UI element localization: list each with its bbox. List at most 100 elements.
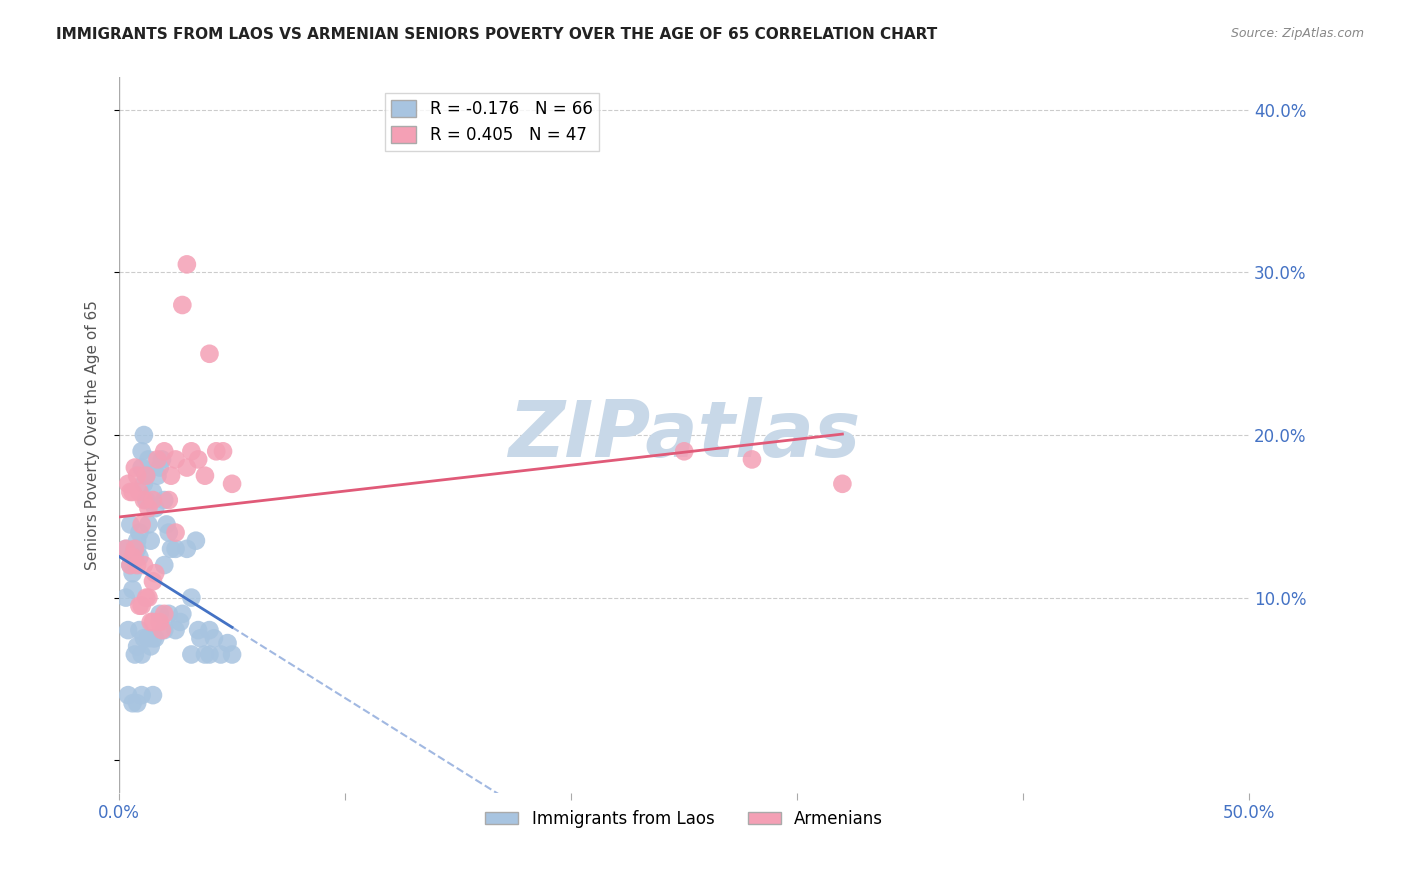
Point [142, 688, 165, 702]
Point [127, 558, 149, 573]
Point [132, 632, 155, 646]
Point [124, 541, 146, 556]
Point [198, 623, 221, 637]
Point [124, 549, 146, 564]
Point [132, 558, 155, 573]
Point [176, 460, 198, 475]
Point [202, 632, 225, 646]
Point [120, 485, 142, 500]
Point [153, 623, 176, 637]
Point [138, 632, 160, 646]
Point [172, 607, 194, 621]
Point [139, 640, 162, 654]
Point [205, 444, 228, 458]
Point [127, 533, 149, 548]
Point [142, 485, 165, 500]
Point [132, 476, 155, 491]
Point [121, 566, 143, 581]
Point [184, 533, 207, 548]
Point [198, 648, 221, 662]
Point [142, 632, 165, 646]
Point [165, 541, 187, 556]
Point [131, 599, 153, 613]
Point [139, 533, 162, 548]
Point [128, 485, 150, 500]
Point [194, 648, 217, 662]
Point [131, 460, 153, 475]
Point [124, 648, 146, 662]
Point [121, 582, 143, 597]
Point [121, 549, 143, 564]
Point [146, 452, 169, 467]
Point [138, 517, 160, 532]
Point [157, 607, 180, 621]
Point [135, 493, 157, 508]
Point [153, 444, 176, 458]
Point [135, 468, 157, 483]
Point [155, 517, 177, 532]
Point [187, 623, 209, 637]
Point [149, 615, 172, 629]
Point [157, 493, 180, 508]
Point [120, 558, 142, 573]
Point [124, 541, 146, 556]
Point [176, 257, 198, 271]
Point [132, 493, 155, 508]
Point [217, 636, 239, 650]
Point [221, 648, 243, 662]
Point [124, 460, 146, 475]
Point [114, 541, 136, 556]
Text: IMMIGRANTS FROM LAOS VS ARMENIAN SENIORS POVERTY OVER THE AGE OF 65 CORRELATION : IMMIGRANTS FROM LAOS VS ARMENIAN SENIORS… [56, 27, 938, 42]
Point [180, 648, 202, 662]
Point [142, 493, 165, 508]
Point [139, 615, 162, 629]
Point [149, 460, 172, 475]
Point [190, 632, 212, 646]
Point [138, 452, 160, 467]
Point [221, 476, 243, 491]
Point [165, 525, 187, 540]
Point [127, 541, 149, 556]
Point [117, 476, 139, 491]
Point [673, 444, 696, 458]
Point [157, 525, 180, 540]
Point [150, 452, 173, 467]
Point [135, 591, 157, 605]
Point [135, 468, 157, 483]
Point [128, 549, 150, 564]
Point [128, 599, 150, 613]
Point [143, 632, 166, 646]
Point [138, 591, 160, 605]
Point [127, 696, 149, 710]
Text: Source: ZipAtlas.com: Source: ZipAtlas.com [1230, 27, 1364, 40]
Point [176, 541, 198, 556]
Point [160, 468, 183, 483]
Point [131, 688, 153, 702]
Point [114, 591, 136, 605]
Point [138, 501, 160, 516]
Point [209, 648, 232, 662]
Text: ZIPatlas: ZIPatlas [508, 397, 860, 473]
Point [120, 558, 142, 573]
Point [149, 607, 172, 621]
Point [198, 347, 221, 361]
Point [180, 591, 202, 605]
Point [131, 444, 153, 458]
Point [165, 452, 187, 467]
Point [180, 444, 202, 458]
Point [142, 574, 165, 589]
Point [143, 566, 166, 581]
Point [153, 607, 176, 621]
Point [127, 468, 149, 483]
Point [169, 615, 191, 629]
Point [194, 468, 217, 483]
Point [741, 452, 763, 467]
Point [146, 468, 169, 483]
Point [831, 476, 853, 491]
Point [128, 525, 150, 540]
Point [165, 623, 187, 637]
Point [117, 688, 139, 702]
Point [131, 648, 153, 662]
Point [120, 517, 142, 532]
Point [128, 623, 150, 637]
